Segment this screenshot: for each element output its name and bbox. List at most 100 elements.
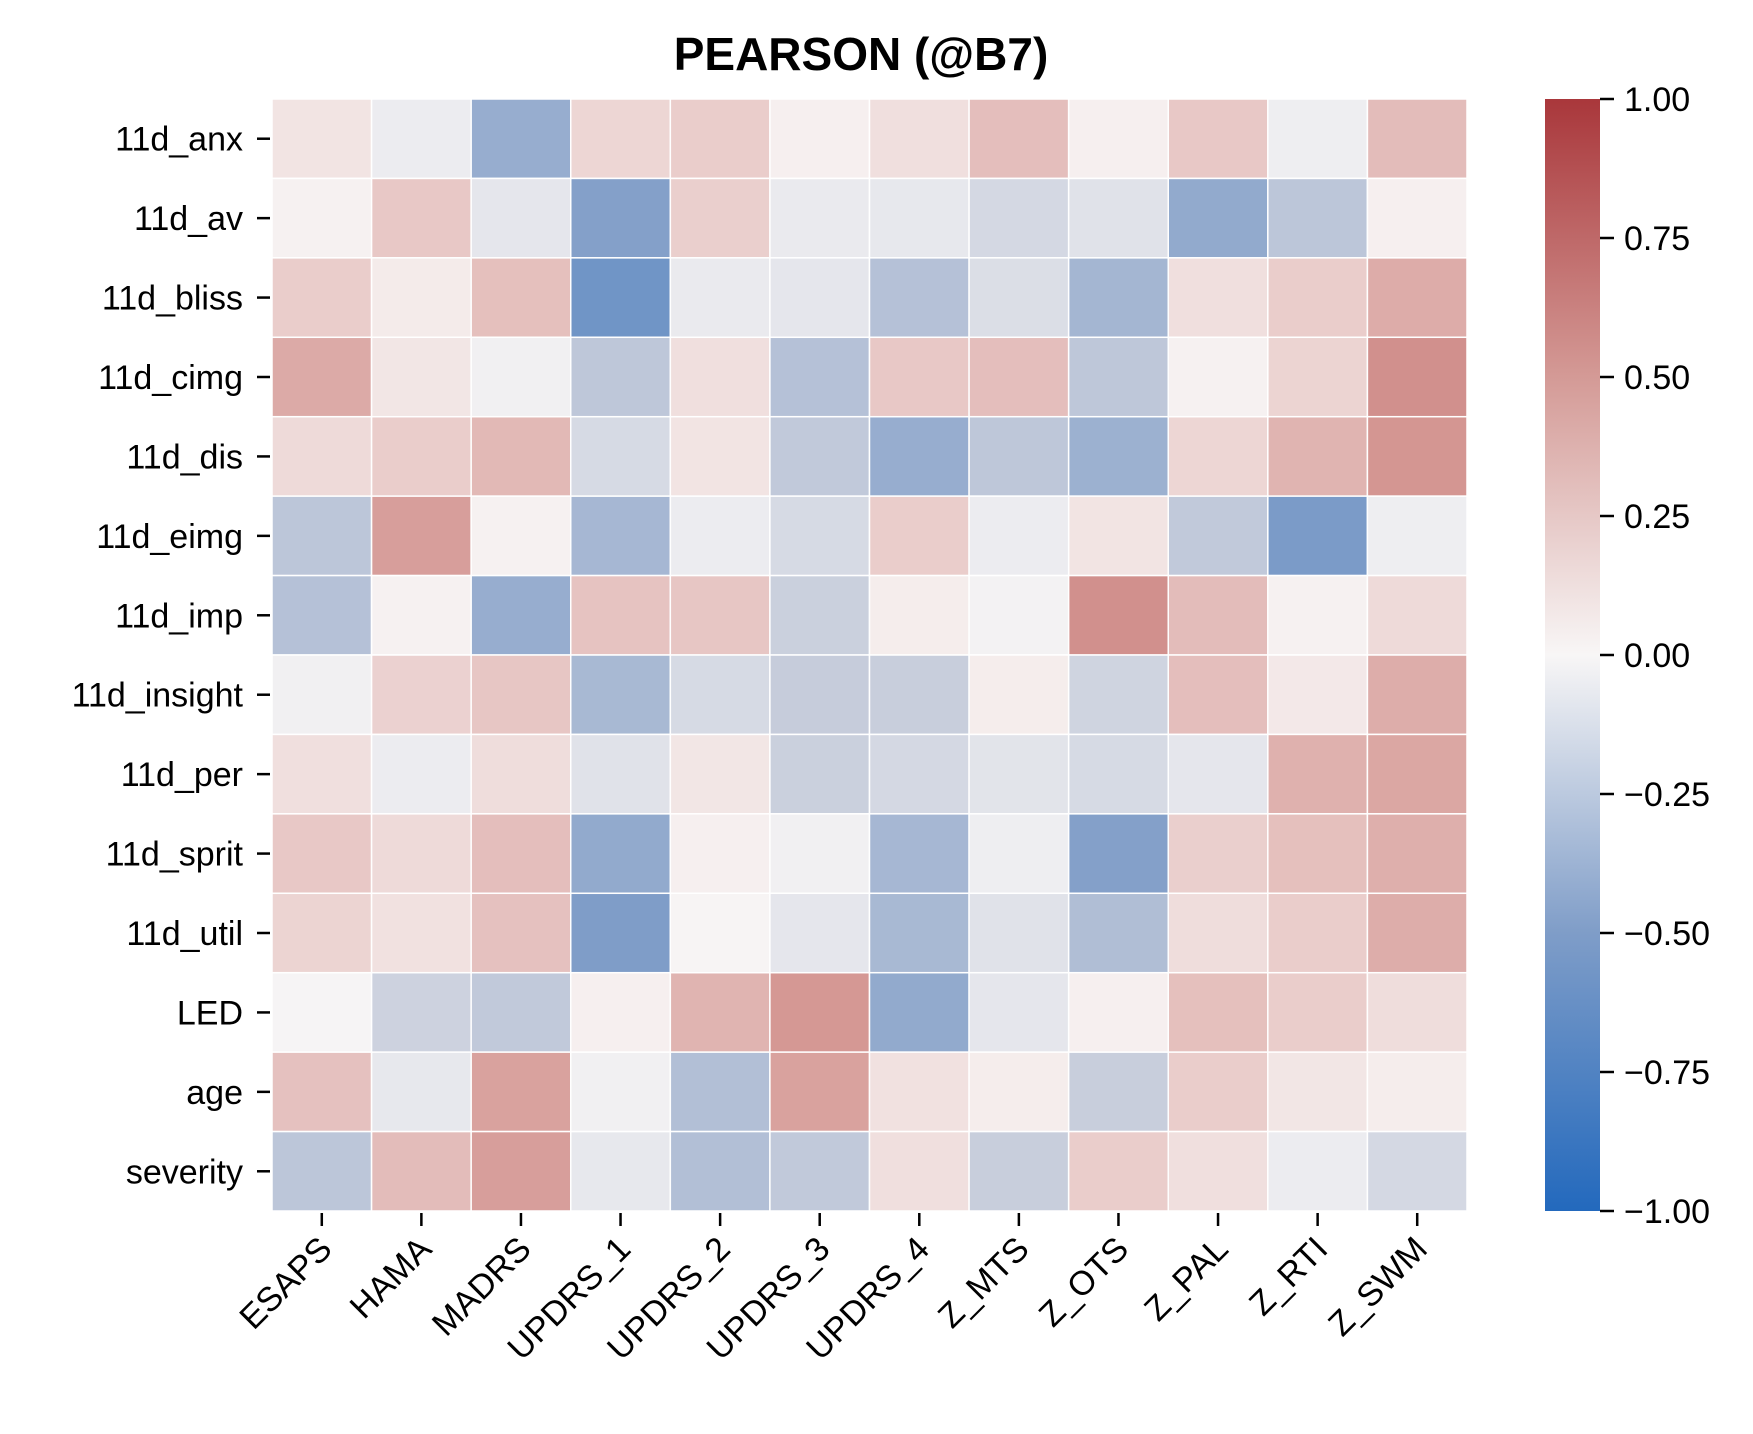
heatmap-cell (1366, 495, 1468, 577)
heatmap-cell (1067, 813, 1169, 895)
heatmap-cell (570, 415, 672, 497)
row-tick-label: 11d_av (134, 200, 243, 238)
heatmap-cell (769, 415, 871, 497)
heatmap-cell (868, 574, 970, 656)
heatmap-cell (570, 971, 672, 1053)
colorbar-tick-label: 0.75 (1624, 220, 1690, 258)
heatmap-cell (868, 415, 970, 497)
row-axis: 11d_anx 11d_av 11d_bliss 11d_cimg 11d_dis 11d… (72, 121, 270, 1191)
heatmap-cell (570, 733, 672, 815)
heatmap-cell (1167, 654, 1269, 736)
heatmap-cell (1167, 336, 1269, 418)
heatmap-cell (370, 733, 472, 815)
heatmap-cell (271, 813, 373, 895)
heatmap-cell (570, 892, 672, 974)
heatmap-cell (470, 336, 572, 418)
heatmap-cell (370, 654, 472, 736)
heatmap-cell (968, 415, 1070, 497)
heatmap-cell (271, 177, 373, 259)
heatmap-cell (1167, 1130, 1269, 1212)
heatmap-cell (769, 813, 871, 895)
heatmap-cell (1067, 98, 1169, 180)
colorbar-tick-label: 1.00 (1624, 81, 1690, 119)
heatmap-cell (271, 415, 373, 497)
row-tick-label: 11d_dis (126, 438, 243, 476)
heatmap-cell (868, 654, 970, 736)
heatmap-cell (1067, 257, 1169, 339)
column-tick-label: Z_MTS (931, 1230, 1037, 1336)
heatmap-cell (1366, 813, 1468, 895)
heatmap-cell (669, 1051, 771, 1133)
heatmap-cell (769, 177, 871, 259)
heatmap-cell (370, 177, 472, 259)
heatmap-cell (669, 336, 771, 418)
heatmap-cell (968, 892, 1070, 974)
heatmap-cell (1366, 574, 1468, 656)
heatmap-cell (1267, 733, 1369, 815)
heatmap-cell (1267, 495, 1369, 577)
heatmap-cell (370, 1051, 472, 1133)
row-tick-label: 11d_anx (115, 121, 243, 159)
heatmap-cell (1366, 971, 1468, 1053)
heatmap-cell (968, 495, 1070, 577)
heatmap-cell (968, 813, 1070, 895)
colorbar-tick-label: −0.75 (1624, 1054, 1710, 1092)
heatmap-cell (1167, 733, 1269, 815)
heatmap-cell (271, 892, 373, 974)
column-tick-label: ESAPS (232, 1230, 339, 1337)
heatmap-cell (570, 177, 672, 259)
heatmap-cell (1067, 1130, 1169, 1212)
heatmap-cell (669, 98, 771, 180)
heatmap-cell (1267, 98, 1369, 180)
heatmap-cell (968, 654, 1070, 736)
heatmap-cell (1167, 813, 1269, 895)
heatmap-cell (769, 574, 871, 656)
heatmap-cell (669, 415, 771, 497)
heatmap-cell (1267, 971, 1369, 1053)
heatmap-cell (570, 336, 672, 418)
heatmap-cell (1366, 177, 1468, 259)
row-tick-label: LED (177, 994, 243, 1032)
heatmap-cell (370, 971, 472, 1053)
heatmap-cell (1067, 574, 1169, 656)
row-tick-label: 11d_cimg (98, 359, 243, 397)
heatmap-cell (669, 813, 771, 895)
heatmap-cell (470, 733, 572, 815)
heatmap-cell (1067, 1051, 1169, 1133)
heatmap-cell (669, 257, 771, 339)
heatmap-cells (271, 98, 1468, 1212)
heatmap-cell (370, 892, 472, 974)
row-tick-label: severity (126, 1153, 243, 1191)
heatmap-cell (968, 971, 1070, 1053)
heatmap-cell (669, 654, 771, 736)
heatmap-cell (271, 574, 373, 656)
heatmap-cell (570, 1130, 672, 1212)
heatmap-cell (1167, 574, 1269, 656)
heatmap-cell (669, 1130, 771, 1212)
heatmap-cell (1267, 892, 1369, 974)
heatmap-cell (868, 1130, 970, 1212)
heatmap-cell (1167, 1051, 1269, 1133)
row-tick-label: 11d_imp (115, 597, 243, 635)
heatmap-cell (370, 98, 472, 180)
colorbar-tick-label: −0.50 (1624, 915, 1710, 953)
heatmap-cell (769, 1130, 871, 1212)
colorbar-tick-label: 0.00 (1624, 637, 1690, 675)
heatmap-cell (868, 98, 970, 180)
heatmap-cell (271, 98, 373, 180)
heatmap-cell (370, 257, 472, 339)
heatmap-cell (868, 1051, 970, 1133)
heatmap-cell (1067, 415, 1169, 497)
heatmap-cell (669, 733, 771, 815)
heatmap-cell (1067, 733, 1169, 815)
heatmap-cell (1167, 257, 1269, 339)
row-tick-label: 11d_per (121, 756, 243, 794)
heatmap-cell (968, 733, 1070, 815)
heatmap-cell (570, 98, 672, 180)
heatmap-cell (470, 892, 572, 974)
heatmap-cell (669, 177, 771, 259)
colorbar-gradient (1545, 99, 1600, 1211)
heatmap-cell (769, 654, 871, 736)
heatmap-cell (1366, 336, 1468, 418)
row-tick-label: age (186, 1074, 243, 1112)
